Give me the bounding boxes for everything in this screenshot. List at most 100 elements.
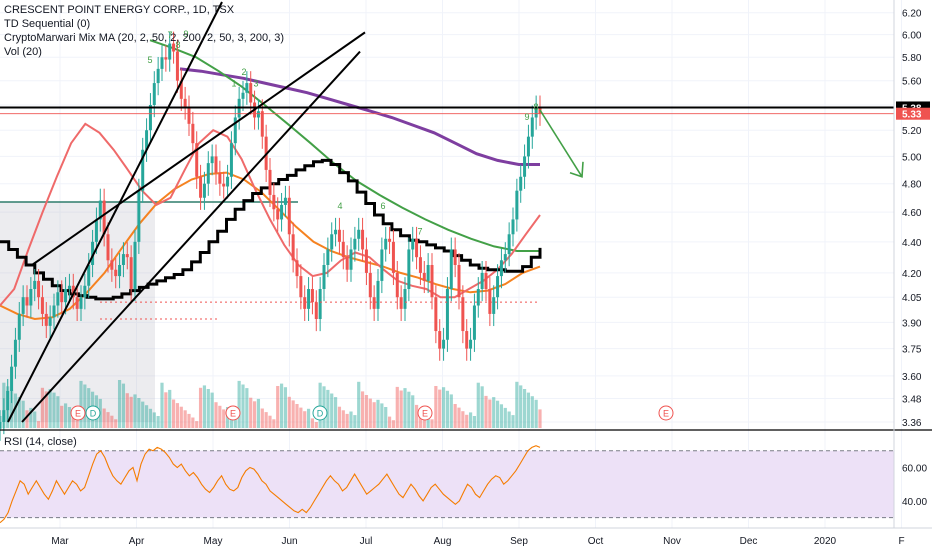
volume-bar <box>168 389 172 428</box>
candle-body <box>44 313 48 326</box>
volume-bar <box>519 385 523 428</box>
volume-bar <box>9 389 14 428</box>
candle-body <box>256 111 260 118</box>
volume-bar <box>411 395 415 428</box>
candle-body <box>87 265 91 286</box>
volume-bar <box>44 391 48 428</box>
volume-bar <box>245 388 249 428</box>
candle-body <box>29 289 33 306</box>
candle-body <box>322 265 326 290</box>
time-tick-label: Aug <box>434 536 452 547</box>
volume-bar <box>276 386 280 428</box>
projection-arrow-line <box>539 109 583 178</box>
candle-body <box>60 292 64 303</box>
volume-bar <box>268 415 272 428</box>
candle-body <box>341 241 345 258</box>
price-tick-label: 3.48 <box>902 395 922 406</box>
volume-bar <box>279 383 284 428</box>
rsi-tick-label: 40.00 <box>902 497 927 508</box>
mix-ma-legend[interactable]: CryptoMarwari Mix MA (20, 2, 50, 2, 200,… <box>4 32 285 44</box>
volume-bar <box>102 408 106 428</box>
volume-bar <box>318 382 322 428</box>
volume-bar <box>387 416 392 428</box>
time-tick-label: Dec <box>740 536 758 547</box>
candle-body <box>345 257 349 270</box>
volume-bar <box>310 418 315 428</box>
volume-legend[interactable]: Vol (20) <box>4 46 42 58</box>
td-count-label: 7 <box>167 30 172 40</box>
candle-body <box>21 297 25 314</box>
volume-bar <box>465 414 469 428</box>
td-count-label: 9 <box>183 29 188 39</box>
candle-body <box>364 249 368 273</box>
shaded-region <box>0 201 298 422</box>
rsi-panel[interactable] <box>0 445 894 524</box>
volume-bar <box>503 407 507 428</box>
candle-body <box>426 265 430 281</box>
candle-body <box>98 200 102 220</box>
volume-bar <box>256 398 261 428</box>
volume-bar <box>522 389 527 428</box>
candle-body <box>106 234 110 261</box>
volume-bar <box>391 420 396 428</box>
td-count-label: 9 <box>524 112 529 122</box>
td-sequential-legend[interactable]: TD Sequential (0) <box>4 18 91 30</box>
volume-bar <box>83 384 87 428</box>
price-tick-label: 3.60 <box>902 372 922 383</box>
event-marker-label: E <box>75 409 81 419</box>
rsi-legend[interactable]: RSI (14, close) <box>4 436 77 448</box>
candle-body <box>164 57 168 60</box>
candle-body <box>337 229 341 242</box>
dividend-marker <box>312 405 328 421</box>
volume-bar <box>299 407 303 428</box>
price-tick-label: 5.80 <box>902 53 922 64</box>
trendline-channel <box>31 31 366 266</box>
candle-body <box>245 83 249 93</box>
candle-body <box>64 289 68 303</box>
candle-body <box>391 241 395 273</box>
rsi-line <box>0 445 541 524</box>
price-tick-label: 5.60 <box>902 77 922 88</box>
volume-bars <box>0 380 542 428</box>
candle-body <box>484 272 488 290</box>
price-tick-label: 4.80 <box>902 180 922 191</box>
candle-body <box>202 183 206 198</box>
volume-bar <box>106 412 110 428</box>
candle-body <box>168 43 172 60</box>
candle-body <box>353 238 357 250</box>
candle-body <box>83 285 87 298</box>
symbol-title[interactable]: CRESCENT POINT ENERGY CORP., 1D, TSX <box>4 4 235 16</box>
candle-body <box>141 149 145 191</box>
candle-body <box>326 249 330 266</box>
volume-bar <box>526 392 531 428</box>
candle-body <box>145 130 149 150</box>
volume-bar <box>17 397 21 428</box>
candle-body <box>434 297 438 332</box>
volume-bar <box>407 391 411 428</box>
candle-body <box>515 190 519 220</box>
candle-body <box>380 249 384 281</box>
candle-body <box>499 260 503 277</box>
candle-body <box>10 366 14 391</box>
volume-bar <box>175 403 180 428</box>
candle-body <box>102 200 106 235</box>
candle-body <box>395 272 399 298</box>
candle-body <box>523 156 527 177</box>
volume-bar <box>117 380 122 428</box>
price-tick-label: 4.60 <box>902 208 922 219</box>
volume-bar <box>141 401 145 428</box>
volume-bar <box>191 417 195 428</box>
volume-bar <box>33 411 37 428</box>
indicator-legend: CRESCENT POINT ENERGY CORP., 1D, TSX TD … <box>4 3 284 59</box>
volume-bar <box>71 416 75 428</box>
candle-body <box>172 43 176 52</box>
trend-drawings[interactable] <box>0 1 894 423</box>
candle-body <box>129 257 133 290</box>
volume-bar <box>341 410 345 428</box>
candle-body <box>299 276 303 298</box>
price-badge-label: 5.33 <box>902 110 922 121</box>
candle-body <box>160 57 164 69</box>
candle-body <box>376 280 380 309</box>
